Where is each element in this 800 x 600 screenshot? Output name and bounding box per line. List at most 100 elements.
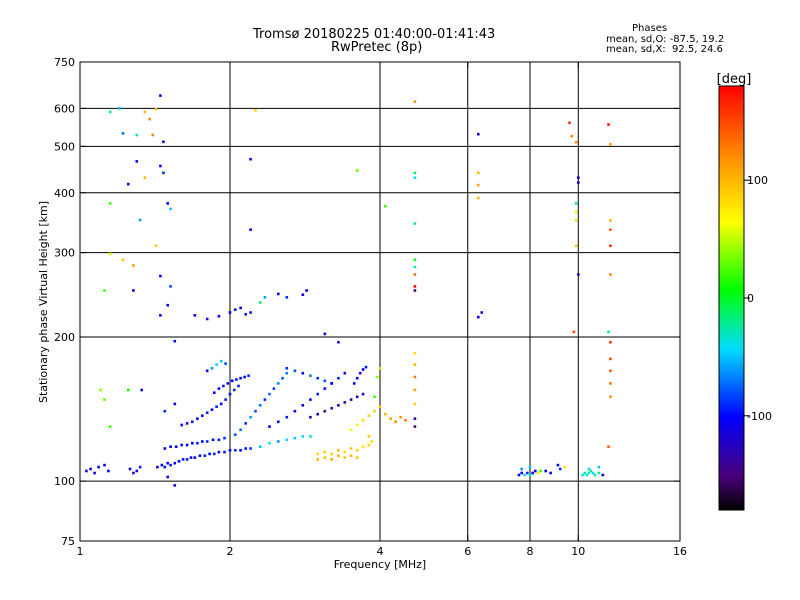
echo-point [355,456,359,459]
echo-point [309,374,312,377]
echo-point [413,388,417,392]
echo-point [355,376,359,380]
echo-point [413,171,417,175]
echo-point [549,471,552,475]
echo-point [234,449,237,452]
phase-stats-x: mean, sd,X: 92.5, 24.6 [606,44,723,55]
echo-point [413,285,417,288]
echo-point [572,330,576,334]
echo-point [301,435,305,438]
echo-point [166,475,169,479]
echo-point [193,456,197,459]
echo-point [254,108,257,112]
echo-point [330,406,333,410]
echo-point [609,340,612,344]
echo-point [517,473,521,477]
echo-point [272,387,276,390]
echo-point [224,398,227,401]
colorbar-tick-label: 0 [747,292,754,305]
echo-point [337,340,340,344]
echo-point [316,458,319,461]
echo-point [244,447,247,450]
echo-point [609,382,612,385]
colorbar [718,85,745,511]
echo-point [205,369,209,373]
echo-point [309,398,312,401]
echo-point [210,367,214,370]
echo-point [520,467,523,471]
echo-point [337,454,340,457]
echo-point [234,433,237,436]
echo-point [159,274,162,278]
echo-point [97,465,100,469]
echo-point [226,382,230,385]
echo-point [367,443,371,447]
echo-point [349,447,353,450]
echo-point [413,402,417,406]
x-tick-label: 1 [77,545,84,558]
y-tick-label: 300 [54,247,75,260]
echo-point [169,445,172,448]
echo-point [201,414,204,417]
colorbar-tick-label: 100 [747,174,768,187]
echo-point [263,398,267,401]
echo-point [609,369,612,373]
echo-point [361,392,365,396]
echo-point [293,436,297,440]
echo-point [355,423,359,427]
echo-point [349,454,353,457]
y-tick-label: 750 [54,56,75,69]
echo-point [293,369,297,373]
echo-point [367,435,371,438]
echo-point [361,368,365,371]
echo-point [574,210,578,214]
echo-point [330,382,333,385]
echo-point [609,228,612,231]
echo-point [143,110,147,114]
x-axis-label: Frequency [MHz] [334,558,426,571]
echo-point [249,228,252,231]
echo-point [609,395,612,399]
echo-point [89,467,92,471]
echo-point [413,425,417,428]
echo-point [413,100,417,103]
echo-point [217,438,221,442]
echo-point [413,375,417,379]
echo-point [224,362,227,365]
echo-point [301,371,305,375]
echo-point [222,384,225,388]
echo-point [477,171,480,175]
echo-point [281,376,284,380]
echo-point [404,419,407,422]
echo-point [358,371,362,375]
echo-point [203,454,207,457]
echo-point [243,375,246,379]
echo-point [99,388,102,392]
echo-point [196,417,199,420]
echo-point [364,365,368,369]
echo-point [593,473,597,477]
echo-point [173,402,177,406]
phase-stats-heading: Phases [632,23,668,34]
echo-point [526,471,529,475]
echo-point [413,176,417,179]
echo-point [211,438,215,442]
echo-point [174,445,178,448]
echo-point [166,461,169,465]
echo-point [316,412,319,416]
echo-point [108,202,112,205]
echo-point [343,401,347,404]
echo-point [103,398,106,401]
echo-point [233,388,236,392]
echo-point [138,218,142,222]
echo-point [477,315,480,319]
echo-point [217,387,221,390]
echo-point [228,449,232,452]
echo-point [258,404,262,407]
x-tick-label: 8 [527,545,534,558]
echo-point [166,202,169,205]
echo-point [285,371,289,375]
echo-point [132,289,135,292]
echo-point [163,465,167,469]
